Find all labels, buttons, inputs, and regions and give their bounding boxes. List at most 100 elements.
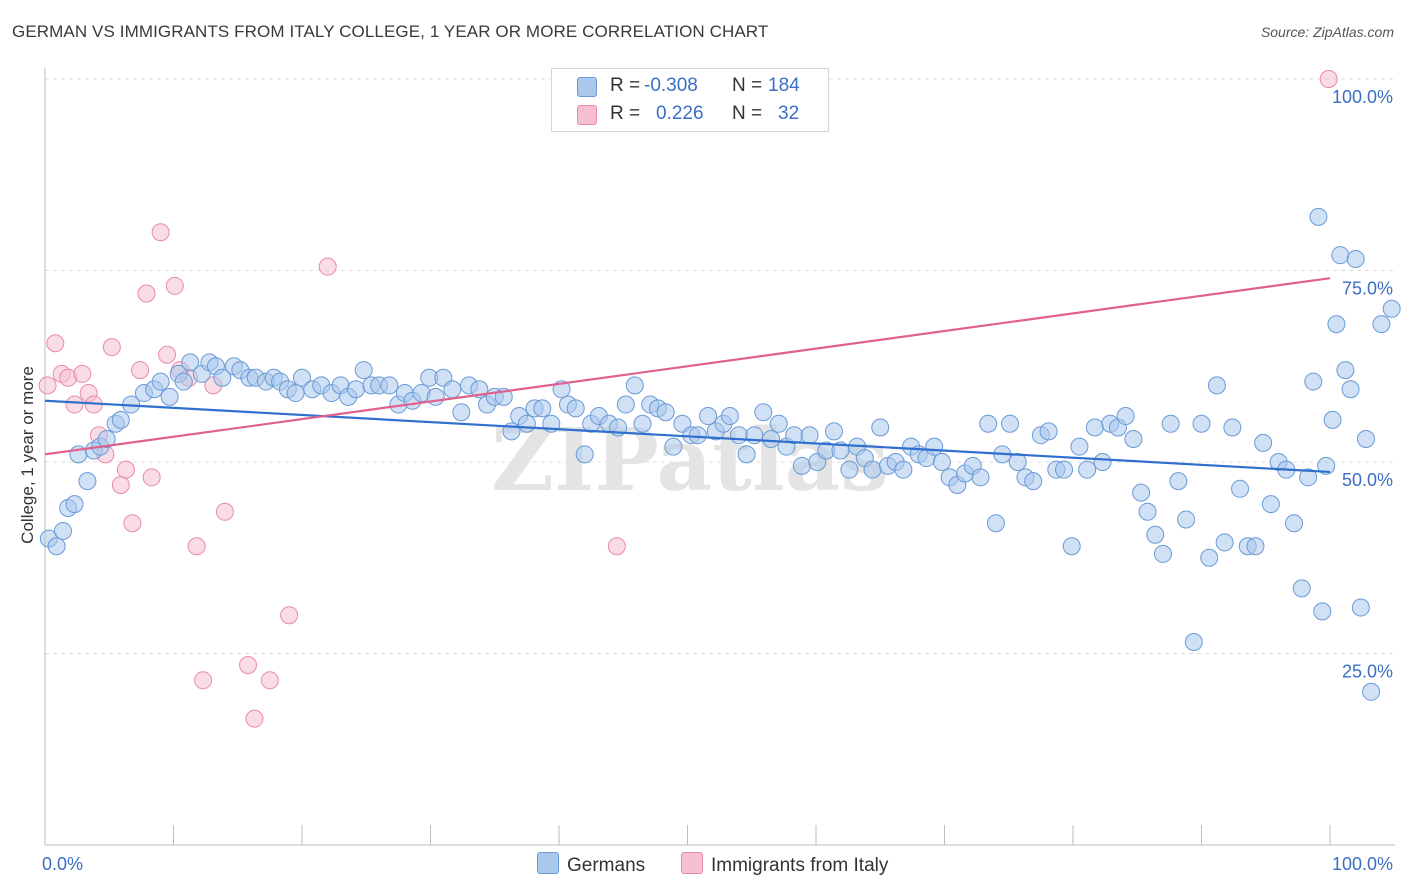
germans-point	[1299, 468, 1318, 487]
y-tick-label: 75.0%	[1342, 279, 1393, 299]
germans-point	[1039, 422, 1058, 441]
legend-germans: Germans	[537, 852, 645, 877]
germans-point	[380, 376, 399, 395]
x-tick-label: 100.0%	[1332, 854, 1393, 874]
germans-point	[1362, 682, 1381, 701]
italy-point	[194, 671, 213, 690]
n-value: 32	[778, 103, 800, 124]
germans-point	[452, 403, 471, 422]
legend-row-italy: R = 0.226 N = 32	[552, 100, 828, 128]
y-tick-label: 25.0%	[1342, 662, 1393, 682]
germans-point	[1200, 548, 1219, 567]
legend-row-germans: R = -0.308 N = 184	[552, 72, 828, 100]
germans-point	[517, 414, 536, 433]
germans-point	[664, 437, 683, 456]
germans-point	[894, 460, 913, 479]
germans-point	[160, 387, 179, 406]
germans-point	[1161, 414, 1180, 433]
italy-point	[131, 361, 150, 380]
germans-point	[1261, 495, 1280, 514]
germans-point	[1372, 315, 1391, 334]
germans-point	[1323, 410, 1342, 429]
italy-point	[607, 537, 626, 556]
italy-points	[38, 70, 1338, 728]
r-label: R =	[610, 103, 641, 124]
germans-point	[831, 441, 850, 460]
germans-point	[97, 430, 116, 449]
germans-point	[1331, 246, 1350, 265]
germans-point	[800, 426, 819, 445]
italy-point	[142, 468, 161, 487]
germans-point	[286, 384, 305, 403]
germans-point	[1001, 414, 1020, 433]
germans-point	[293, 368, 311, 387]
italy-point	[46, 334, 65, 353]
germans-point	[1327, 315, 1346, 334]
germans-point	[443, 380, 462, 399]
germans-point	[1346, 250, 1365, 269]
r-label: R =	[610, 75, 641, 96]
germans-point	[1070, 437, 1089, 456]
germans-point	[863, 460, 882, 479]
germans-point	[1192, 414, 1211, 433]
n-label: N =	[732, 75, 763, 96]
germans-point	[1146, 525, 1165, 544]
germans-point	[181, 353, 200, 372]
germans-point	[1008, 453, 1027, 471]
germans-point	[737, 445, 756, 464]
germans-point	[426, 387, 445, 406]
r-value: -0.308	[644, 75, 698, 96]
germans-point	[1116, 407, 1135, 426]
germans-point	[986, 514, 1005, 533]
germans-point	[1356, 430, 1375, 449]
italy-point	[116, 460, 135, 479]
germans-point	[699, 407, 718, 426]
germans-point	[871, 418, 890, 437]
italy-swatch	[577, 105, 597, 125]
germans-point	[174, 372, 193, 391]
germans-point	[1313, 602, 1332, 621]
germans-point	[1184, 633, 1203, 652]
germans-point	[932, 453, 951, 471]
germans-point	[47, 537, 66, 556]
germans-point	[1382, 299, 1401, 318]
germans-legend-label: Germans	[567, 855, 646, 876]
germans-point	[1292, 579, 1311, 598]
germans-point	[840, 460, 859, 479]
germans-legend-swatch	[537, 852, 559, 874]
germans-point	[1078, 460, 1097, 479]
germans-point	[1341, 380, 1360, 399]
germans-point	[1024, 472, 1043, 491]
germans-point	[346, 380, 365, 399]
germans-point	[1309, 207, 1328, 226]
germans-point	[1093, 453, 1112, 471]
germans-point	[1254, 433, 1273, 452]
italy-point	[318, 257, 337, 276]
germans-point	[1231, 479, 1250, 498]
italy-point	[239, 655, 258, 674]
germans-point	[354, 361, 373, 380]
germans-points	[39, 207, 1401, 701]
germans-point	[1351, 598, 1370, 617]
r-value: 0.226	[656, 103, 704, 124]
italy-point	[215, 502, 234, 521]
y-axis-label: College, 1 year or more	[18, 366, 37, 544]
y-tick-label: 100.0%	[1332, 87, 1393, 107]
italy-point	[245, 709, 264, 728]
y-tick-label: 50.0%	[1342, 470, 1393, 490]
germans-point	[769, 414, 788, 433]
germans-point	[78, 472, 97, 491]
italy-legend-label: Immigrants from Italy	[711, 855, 889, 876]
italy-point	[187, 537, 206, 556]
germans-point	[1132, 483, 1151, 502]
italy-point	[158, 345, 177, 364]
germans-point	[1124, 430, 1143, 449]
n-label: N =	[732, 103, 763, 124]
italy-point	[73, 364, 92, 383]
germans-point	[566, 399, 585, 418]
germans-point	[65, 495, 84, 514]
germans-point	[979, 414, 998, 433]
germans-point	[1215, 533, 1234, 552]
germans-point	[762, 430, 781, 449]
